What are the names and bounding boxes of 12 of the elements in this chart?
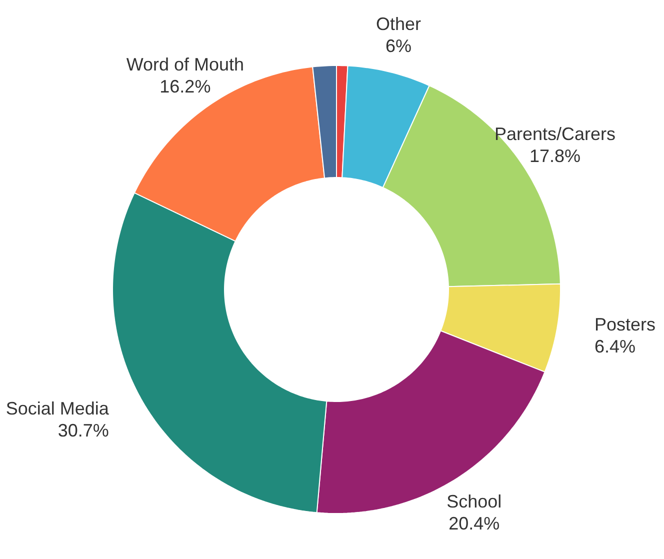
- data-label: 17.8%: [530, 146, 581, 166]
- slice-label: Other: [376, 14, 421, 34]
- slice-label: School: [446, 491, 502, 512]
- slice-label: Parents/Carers: [494, 124, 616, 144]
- slice-label: Social Media: [6, 398, 110, 418]
- data-label: 6%: [385, 36, 412, 56]
- data-label: 20.4%: [448, 513, 500, 534]
- slice-label: Posters: [594, 314, 656, 334]
- data-label: 16.2%: [160, 76, 211, 97]
- slice-label: Word of Mouth: [126, 54, 244, 75]
- data-label: 30.7%: [58, 420, 109, 440]
- data-label: 6.4%: [594, 336, 636, 356]
